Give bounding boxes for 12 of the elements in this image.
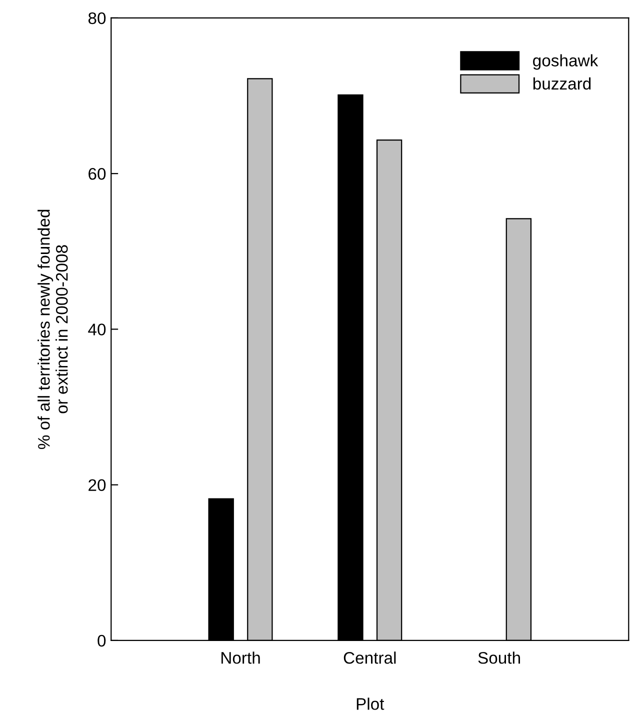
x-tick-label: Central [344,652,396,664]
y-tick-label: 80 [88,12,106,24]
y-tick-label: 20 [88,479,106,492]
legend-label: goshawk [533,54,598,70]
y-tick-label: 0 [98,634,106,647]
x-tick-label: North [221,652,260,664]
x-axis-title: Plot [356,698,384,710]
y-tick-label: 60 [88,168,106,180]
x-tick-label: South [478,652,520,664]
y-axis-title: % of all territories newly founded or extinct in 2000-2008 [38,210,68,450]
y-tick-label: 40 [88,324,106,336]
legend-label: buzzard [533,77,591,90]
